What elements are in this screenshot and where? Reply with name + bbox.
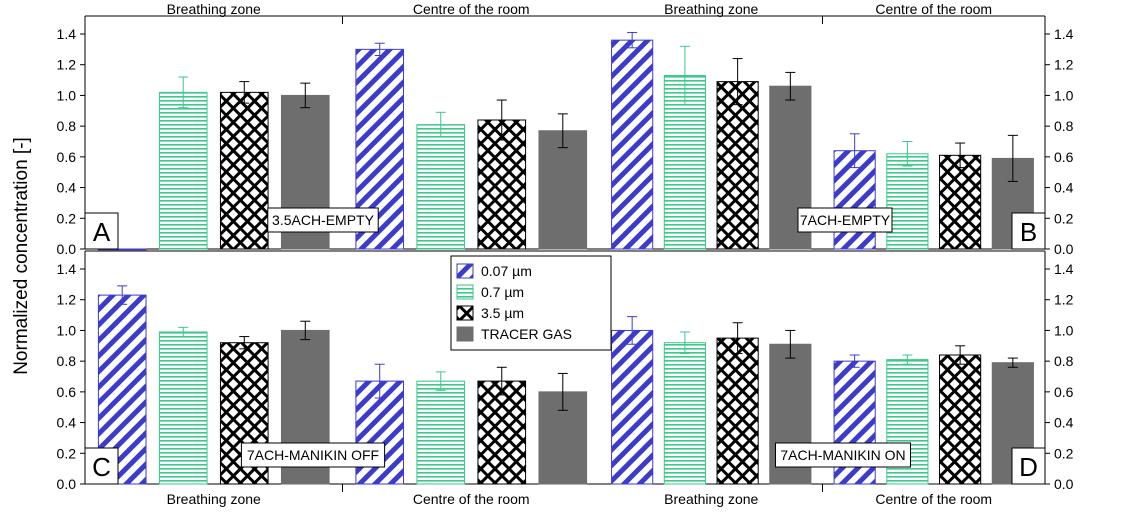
panel-letter: D <box>1019 452 1038 482</box>
zone-label: Centre of the room <box>875 1 992 17</box>
y-tick-label: 0.8 <box>1054 353 1074 369</box>
bar-3-5um <box>716 81 759 250</box>
y-axis-label: Normalized concentration [-] <box>11 137 32 375</box>
legend-swatch-3-5um <box>456 305 474 321</box>
condition-label: 7ACH-MANIKIN ON <box>780 447 905 463</box>
zone-label: Breathing zone <box>664 1 758 17</box>
y-tick-label: 0.2 <box>57 445 77 461</box>
panel-letter-box <box>1011 212 1046 250</box>
y-tick-label: 0.8 <box>57 353 77 369</box>
bar-0-7um <box>158 91 208 250</box>
legend-label-0-7um: 0.7 µm <box>481 284 524 300</box>
y-tick-label: 0.6 <box>57 384 77 400</box>
bar-0-7um <box>416 380 466 485</box>
panel-letter: C <box>92 452 111 482</box>
bar-3-5um <box>477 380 527 485</box>
y-tick-label: 1.4 <box>57 261 77 277</box>
bar-3-5um <box>939 354 982 485</box>
legend: 0.07 µm 0.7 µm 3.5 µm TRACER GAS <box>450 255 612 351</box>
y-tick-label: 0.0 <box>1054 476 1074 492</box>
y-tick-label: 1.0 <box>1054 87 1074 103</box>
y-tick-label: 1.4 <box>1054 261 1074 277</box>
y-tick-label: 1.0 <box>1054 322 1074 338</box>
legend-swatch-tracer-gas <box>456 326 474 342</box>
y-tick-label: 1.4 <box>1054 26 1074 42</box>
condition-label: 7ACH-EMPTY <box>800 212 891 228</box>
y-tick-label: 0.2 <box>57 210 77 226</box>
condition-label-box <box>267 207 379 233</box>
y-tick-label: 0.0 <box>57 241 77 257</box>
condition-label-box <box>797 207 893 233</box>
y-tick-label: 0.6 <box>1054 149 1074 165</box>
y-tick-label: 0.4 <box>1054 415 1074 431</box>
y-tick-label: 0.8 <box>57 118 77 134</box>
condition-label-box <box>775 442 911 468</box>
y-tick-label: 1.2 <box>57 292 77 308</box>
bar-3-5um <box>939 154 982 250</box>
bar-0-7um <box>158 331 208 485</box>
y-tick-label: 0.6 <box>1054 384 1074 400</box>
legend-label-0-07um: 0.07 µm <box>481 263 532 279</box>
bar-0-7um <box>886 153 929 250</box>
bar-0-7um <box>663 342 706 485</box>
bars-layer <box>97 31 1034 485</box>
y-tick-label: 0.0 <box>57 476 77 492</box>
y-tick-label: 0.0 <box>1054 241 1074 257</box>
panel-letter-box <box>84 447 119 485</box>
y-tick-label: 0.4 <box>57 415 77 431</box>
y-tick-label: 1.2 <box>57 57 77 73</box>
y-tick-label: 1.2 <box>1054 292 1074 308</box>
panel-letter-box <box>1011 447 1046 485</box>
zone-label: Centre of the room <box>413 491 530 507</box>
y-tick-label: 0.4 <box>57 180 77 196</box>
legend-box <box>450 255 612 351</box>
panel-letter-box <box>84 212 119 250</box>
y-tick-label: 0.2 <box>1054 210 1074 226</box>
labels-layer: 0.0 0.2 0.4 0.6 0.8 1.0 1.2 1.4 Breathing zone Ce… <box>57 1 1074 507</box>
y-tick-label: 1.2 <box>1054 57 1074 73</box>
y-tick-label: 1.0 <box>57 322 77 338</box>
y-tick-label: 0.6 <box>57 149 77 165</box>
zone-label: Breathing zone <box>664 491 758 507</box>
y-tick-label: 1.4 <box>57 26 77 42</box>
legend-label-3-5um: 3.5 µm <box>481 305 524 321</box>
zone-label: Breathing zone <box>167 1 261 17</box>
condition-label: 3.5ACH-EMPTY <box>272 212 375 228</box>
legend-label-tracer-gas: TRACER GAS <box>481 326 572 342</box>
panel-letter: A <box>93 217 111 247</box>
y-tick-label: 0.4 <box>1054 180 1074 196</box>
condition-label-box <box>240 442 386 468</box>
zone-label: Centre of the room <box>875 491 992 507</box>
bar-0-7um <box>416 124 466 250</box>
bar-3-5um <box>219 91 269 250</box>
legend-swatch-0-7um <box>456 284 474 300</box>
y-tick-label: 1.0 <box>57 87 77 103</box>
y-tick-label: 0.2 <box>1054 445 1074 461</box>
legend-swatch-0-07um <box>456 263 474 279</box>
bar-0-07um <box>611 329 654 485</box>
zone-label: Breathing zone <box>167 491 261 507</box>
condition-label: 7ACH-MANIKIN OFF <box>247 447 379 463</box>
zone-label: Centre of the room <box>413 1 530 17</box>
y-tick-label: 0.8 <box>1054 118 1074 134</box>
bar-3-5um <box>716 337 759 485</box>
panel-letter: B <box>1020 217 1037 247</box>
bar-tracer-gas <box>538 130 588 250</box>
bar-0-07um <box>611 39 654 250</box>
bar-3-5um <box>477 119 527 250</box>
